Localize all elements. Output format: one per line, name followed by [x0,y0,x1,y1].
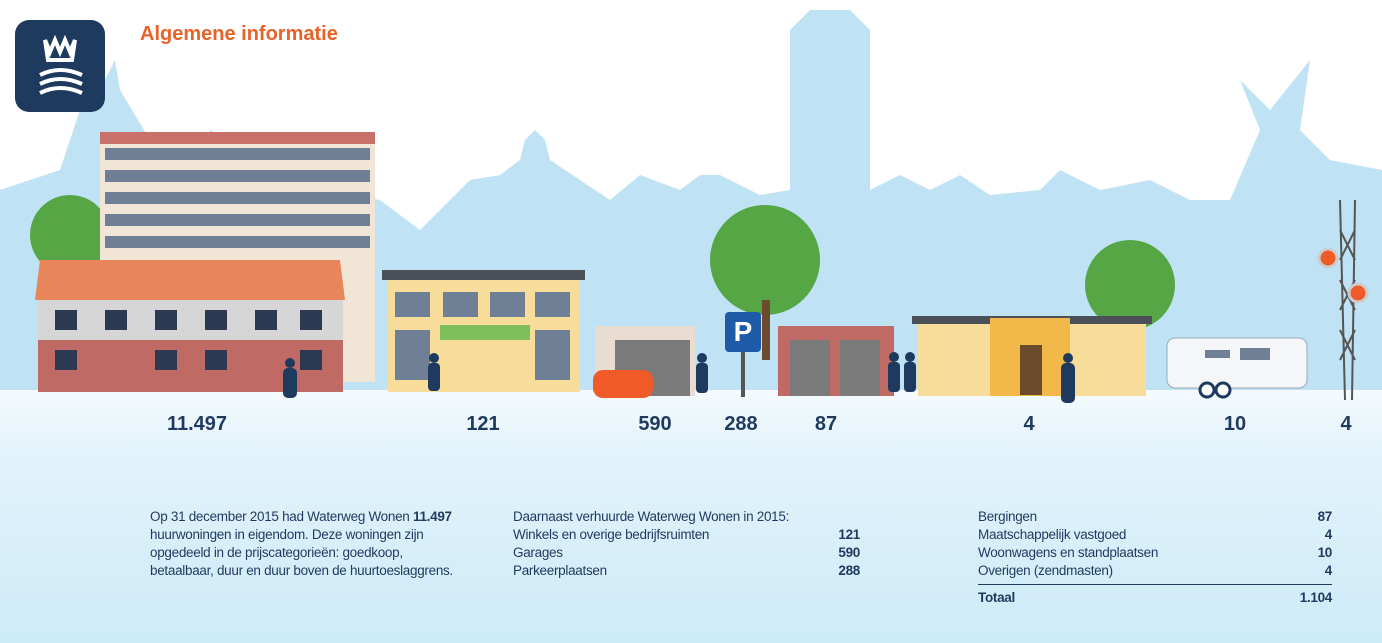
logo-badge [15,20,105,112]
list-row: Bergingen 87 [978,508,1332,526]
tree [710,205,820,315]
awning [440,325,530,340]
middle-heading: Daarnaast verhuurde Waterweg Wonen in 20… [513,508,860,526]
row-label: Garages [513,544,563,562]
roof [35,260,345,300]
row-value: 10 [1318,544,1332,562]
intro-bold: 11.497 [413,509,452,524]
row-label: Totaal [978,589,1015,607]
count: 10 [1224,413,1246,435]
count: 121 [466,413,499,435]
row-label: Woonwagens en standplaatsen [978,544,1158,562]
antenna [1319,249,1337,267]
intro-line: betaalbaar, duur en duur boven de huurto… [150,562,453,580]
list-row: Parkeerplaatsen 288 [513,562,860,580]
infographic: P 11.497 121 590 288 87 4 10 4 Algemene … [0,0,1382,643]
row-value: 87 [1318,508,1332,526]
wheel [1200,383,1214,397]
count: 590 [638,413,671,435]
antenna [1349,284,1367,302]
storage-door [840,340,880,396]
intro-line: Op 31 december 2015 had Waterweg Wonen 1… [150,508,453,526]
house-upper [38,300,343,340]
flat-roof [100,132,375,144]
intro-line: opgedeeld in de prijscategorieën: goedko… [150,544,453,562]
row-value: 1.104 [1300,589,1332,607]
list-row: Maatschappelijk vastgoed 4 [978,526,1332,544]
row-value: 4 [1325,562,1332,580]
list-row: Garages 590 [513,544,860,562]
sign-pole [741,352,745,397]
middle-list: Daarnaast verhuurde Waterweg Wonen in 20… [513,508,860,580]
count: 87 [815,413,837,435]
row-label: Overigen (zendmasten) [978,562,1113,580]
caravan-window [1205,350,1230,358]
list-row: Overigen (zendmasten) 4 [978,562,1332,580]
intro-line: huurwoningen in eigendom. Deze woningen … [150,526,453,544]
tree-trunk [762,300,770,360]
intro: Op 31 december 2015 had Waterweg Wonen 1… [150,508,453,580]
row-value: 121 [838,526,860,544]
parking-letter: P [734,316,753,347]
wheel [1216,383,1230,397]
list-row: Woonwagens en standplaatsen 10 [978,544,1332,562]
row-label: Maatschappelijk vastgoed [978,526,1126,544]
storage-door [790,340,830,396]
row-label: Parkeerplaatsen [513,562,607,580]
row-value: 4 [1325,526,1332,544]
row-label: Bergingen [978,508,1037,526]
row-value: 590 [838,544,860,562]
count: 11.497 [167,413,227,435]
count: 4 [1340,413,1352,435]
caravan-window [1240,348,1270,360]
shop-roof [382,270,585,280]
house-lower [38,340,343,392]
count: 288 [724,413,757,435]
count: 4 [1023,413,1035,435]
car [593,370,653,398]
title: Algemene informatie [140,23,338,45]
caravan [1167,338,1307,388]
building-door [1020,345,1042,395]
row-value: 288 [838,562,860,580]
intro-text: Op 31 december 2015 had Waterweg Wonen [150,509,410,524]
list-row: Totaal 1.104 [978,584,1332,607]
row-label: Winkels en overige bedrijfsruimten [513,526,709,544]
list-row: Winkels en overige bedrijfsruimten 121 [513,526,860,544]
